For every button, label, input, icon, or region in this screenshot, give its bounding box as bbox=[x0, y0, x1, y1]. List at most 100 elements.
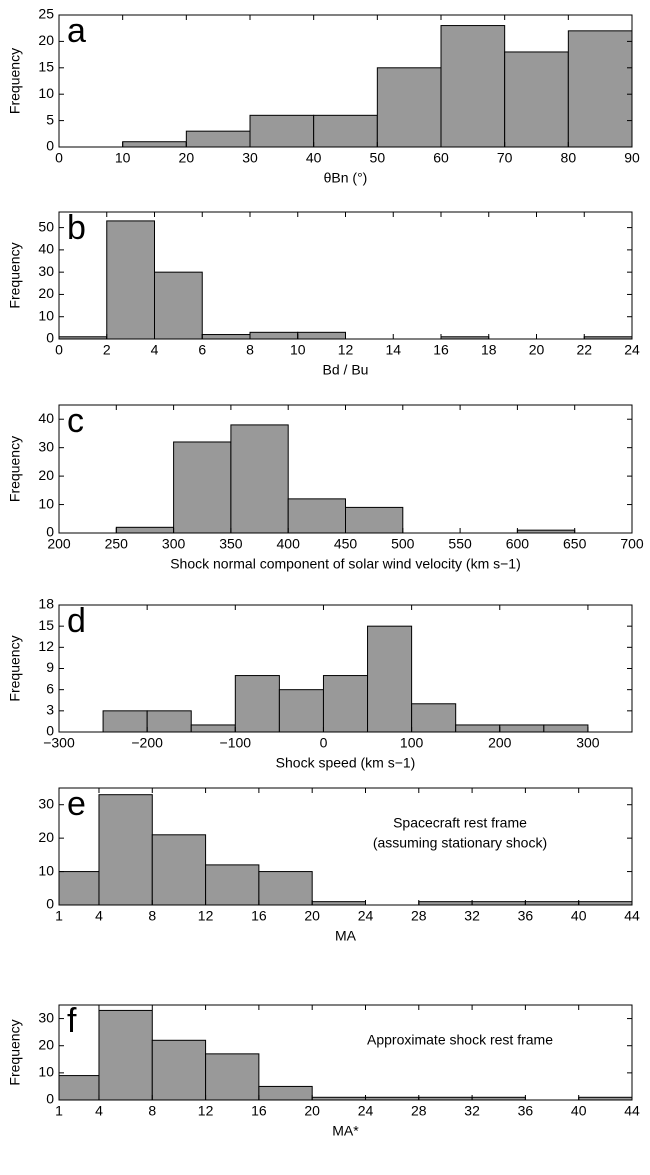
x-axis-label: Shock normal component of solar wind vel… bbox=[170, 556, 521, 572]
x-tick-label: −200 bbox=[131, 735, 163, 751]
x-tick-label: 350 bbox=[219, 536, 243, 552]
x-tick-label: 4 bbox=[151, 342, 159, 358]
bar bbox=[418, 901, 473, 906]
y-tick-label: 0 bbox=[46, 723, 54, 739]
bar bbox=[567, 30, 633, 148]
panel-label: d bbox=[67, 602, 86, 640]
panel-label: b bbox=[67, 209, 86, 247]
x-axis-label: MA* bbox=[332, 1123, 359, 1139]
x-tick-label: 6 bbox=[198, 342, 206, 358]
x-tick-label: 8 bbox=[246, 342, 254, 358]
y-tick-label: 30 bbox=[38, 263, 54, 279]
y-tick-label: 0 bbox=[46, 524, 54, 540]
x-tick-label: 24 bbox=[358, 1103, 374, 1119]
bar bbox=[154, 271, 203, 340]
x-tick-label: 0 bbox=[55, 342, 63, 358]
x-tick-label: 12 bbox=[198, 1103, 214, 1119]
bar bbox=[190, 724, 236, 733]
bar bbox=[173, 441, 232, 534]
y-tick-label: 5 bbox=[46, 111, 54, 127]
bar bbox=[115, 526, 175, 534]
y-tick-label: 10 bbox=[38, 862, 54, 878]
x-tick-label: 16 bbox=[251, 908, 267, 924]
x-tick-label: 700 bbox=[620, 536, 644, 552]
bar bbox=[499, 724, 545, 733]
x-axis-label: MA bbox=[335, 928, 357, 944]
y-tick-label: 15 bbox=[38, 59, 54, 75]
bar bbox=[313, 114, 378, 148]
x-tick-label: 8 bbox=[148, 1103, 156, 1119]
panel-label: f bbox=[67, 1002, 77, 1040]
plot-frame bbox=[58, 14, 633, 148]
y-tick-label: 0 bbox=[46, 1091, 54, 1107]
y-tick-label: 10 bbox=[38, 1064, 54, 1080]
plot-frame bbox=[58, 787, 633, 906]
x-tick-label: 20 bbox=[179, 150, 195, 166]
x-tick-label: 1 bbox=[55, 1103, 63, 1119]
x-tick-label: 4 bbox=[95, 1103, 103, 1119]
y-tick-label: 9 bbox=[46, 659, 54, 675]
y-tick-label: 10 bbox=[38, 307, 54, 323]
x-tick-label: 90 bbox=[624, 150, 640, 166]
y-tick-label: 20 bbox=[38, 829, 54, 845]
bar bbox=[376, 67, 442, 148]
x-tick-label: 12 bbox=[338, 342, 354, 358]
x-tick-label: 500 bbox=[391, 536, 415, 552]
y-tick-label: 3 bbox=[46, 702, 54, 718]
x-tick-label: 16 bbox=[251, 1103, 267, 1119]
x-tick-label: 36 bbox=[518, 908, 534, 924]
bar bbox=[122, 141, 187, 148]
bar bbox=[322, 675, 369, 733]
bar bbox=[504, 51, 569, 148]
y-tick-label: 18 bbox=[38, 596, 54, 612]
bar bbox=[471, 901, 526, 906]
bar bbox=[311, 901, 366, 906]
x-tick-label: 18 bbox=[481, 342, 497, 358]
x-tick-label: 40 bbox=[571, 1103, 587, 1119]
x-tick-label: 200 bbox=[488, 735, 512, 751]
bar bbox=[98, 794, 153, 906]
y-tick-label: 20 bbox=[38, 467, 54, 483]
x-tick-label: 20 bbox=[304, 908, 320, 924]
y-tick-label: 30 bbox=[38, 1009, 54, 1025]
x-tick-label: 32 bbox=[464, 908, 480, 924]
x-tick-label: 2 bbox=[103, 342, 111, 358]
y-tick-label: 15 bbox=[38, 617, 54, 633]
x-tick-label: 300 bbox=[576, 735, 600, 751]
y-tick-label: 10 bbox=[38, 85, 54, 101]
bar bbox=[287, 498, 347, 534]
bar bbox=[58, 1075, 100, 1101]
bar bbox=[543, 724, 589, 733]
panel-label: c bbox=[67, 402, 84, 440]
x-tick-label: 400 bbox=[277, 536, 301, 552]
x-axis-label: Bd / Bu bbox=[323, 362, 369, 378]
x-tick-label: 28 bbox=[411, 908, 427, 924]
bar bbox=[102, 710, 148, 733]
bar bbox=[258, 871, 313, 906]
annotation: Approximate shock rest frame bbox=[367, 1032, 553, 1048]
y-tick-label: 30 bbox=[38, 438, 54, 454]
x-tick-label: 10 bbox=[115, 150, 131, 166]
x-tick-label: 12 bbox=[198, 908, 214, 924]
x-tick-label: 450 bbox=[334, 536, 358, 552]
y-tick-label: 10 bbox=[38, 495, 54, 511]
y-tick-label: 6 bbox=[46, 680, 54, 696]
bar bbox=[367, 625, 413, 733]
x-tick-label: 36 bbox=[518, 1103, 534, 1119]
x-tick-label: 14 bbox=[385, 342, 401, 358]
x-tick-label: 40 bbox=[306, 150, 322, 166]
y-tick-label: 20 bbox=[38, 32, 54, 48]
x-tick-label: 100 bbox=[400, 735, 424, 751]
panel-label: e bbox=[67, 785, 86, 823]
x-tick-label: 300 bbox=[162, 536, 186, 552]
bar bbox=[201, 334, 251, 340]
x-tick-label: 20 bbox=[304, 1103, 320, 1119]
bar bbox=[297, 331, 346, 340]
x-tick-label: 44 bbox=[624, 908, 640, 924]
y-tick-label: 12 bbox=[38, 638, 54, 654]
bar bbox=[411, 703, 457, 733]
bar bbox=[58, 871, 100, 906]
bar bbox=[205, 864, 260, 906]
y-tick-label: 25 bbox=[38, 6, 54, 22]
bar bbox=[151, 834, 207, 906]
